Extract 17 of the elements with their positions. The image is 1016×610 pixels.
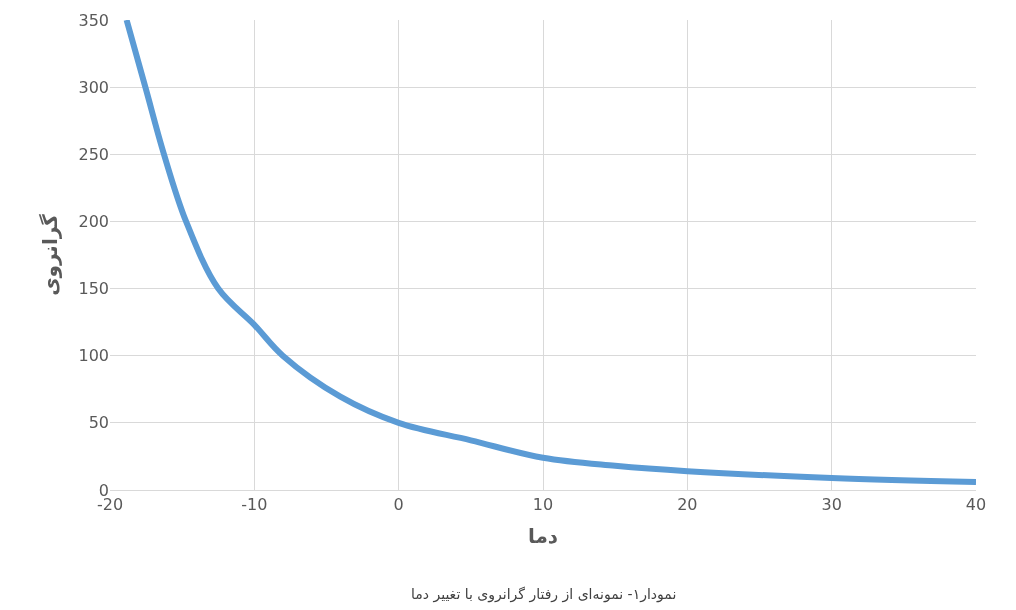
x-axis-title: دما (527, 523, 559, 548)
x-tick-label: 10 (532, 495, 554, 515)
x-tick-label: -20 (96, 495, 124, 515)
y-tick-label: 300 (78, 77, 109, 97)
x-tick-label: 0 (393, 495, 404, 515)
x-tick-label: -10 (241, 495, 268, 515)
y-tick-label: 200 (78, 212, 109, 232)
x-tick-label: 30 (821, 495, 842, 515)
x-tick-label: 40 (965, 495, 987, 515)
y-tick-label: 150 (78, 279, 109, 299)
y-axis-title: گرانروی (37, 213, 62, 296)
x-tick-label: 20 (677, 495, 698, 515)
y-tick-label: 50 (88, 413, 109, 433)
text: نمودار۱- نمونه‌ای از رفتار گرانروی با تغییر دما (411, 586, 677, 603)
y-tick-label: 350 (78, 10, 109, 30)
y-tick-label: 250 (78, 144, 109, 164)
y-tick-label: 100 (78, 346, 109, 366)
